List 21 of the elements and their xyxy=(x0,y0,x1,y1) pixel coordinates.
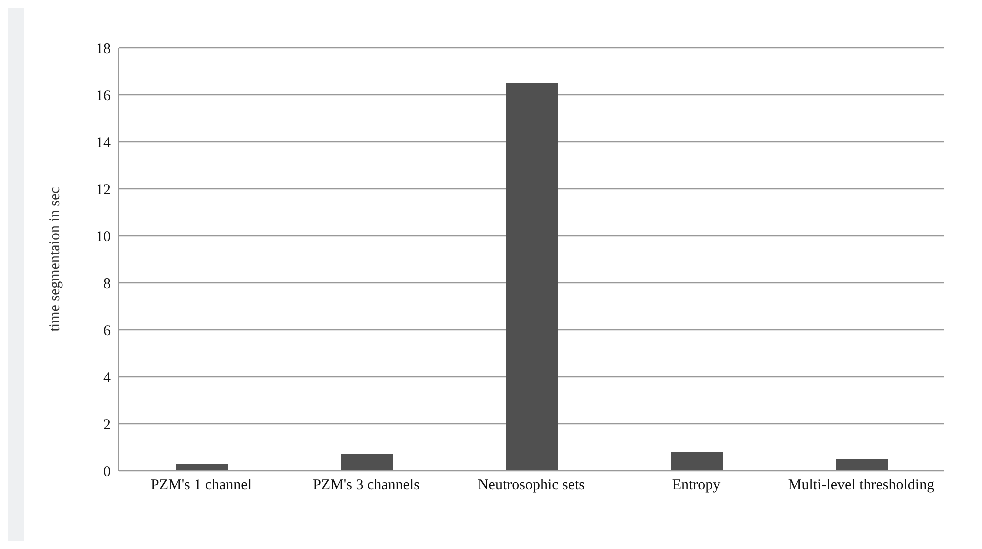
y-tick-label: 10 xyxy=(96,229,111,246)
bar xyxy=(176,464,228,471)
x-tick-label: Multi-level thresholding xyxy=(788,478,936,494)
y-tick-label: 8 xyxy=(104,276,111,292)
x-tick-label: Entropy xyxy=(672,478,722,494)
y-tick-label: 16 xyxy=(96,88,112,104)
y-tick-label: 0 xyxy=(104,464,111,480)
y-tick-label: 18 xyxy=(96,41,111,58)
y-tick-label: 12 xyxy=(96,182,111,198)
y-tick-label: 6 xyxy=(104,323,112,340)
bar xyxy=(836,459,888,471)
y-tick-label: 14 xyxy=(96,135,112,152)
x-tick-label: PZM's 1 channel xyxy=(150,478,252,494)
bar xyxy=(671,452,723,471)
bar xyxy=(506,83,558,471)
x-tick-label: Neutrosophic sets xyxy=(478,478,586,494)
y-tick-label: 4 xyxy=(104,370,112,386)
y-axis-title: time segmentaion in sec xyxy=(47,186,64,332)
bar xyxy=(341,454,393,471)
y-tick-label: 2 xyxy=(104,417,111,434)
x-tick-label: PZM's 3 channels xyxy=(313,478,420,494)
